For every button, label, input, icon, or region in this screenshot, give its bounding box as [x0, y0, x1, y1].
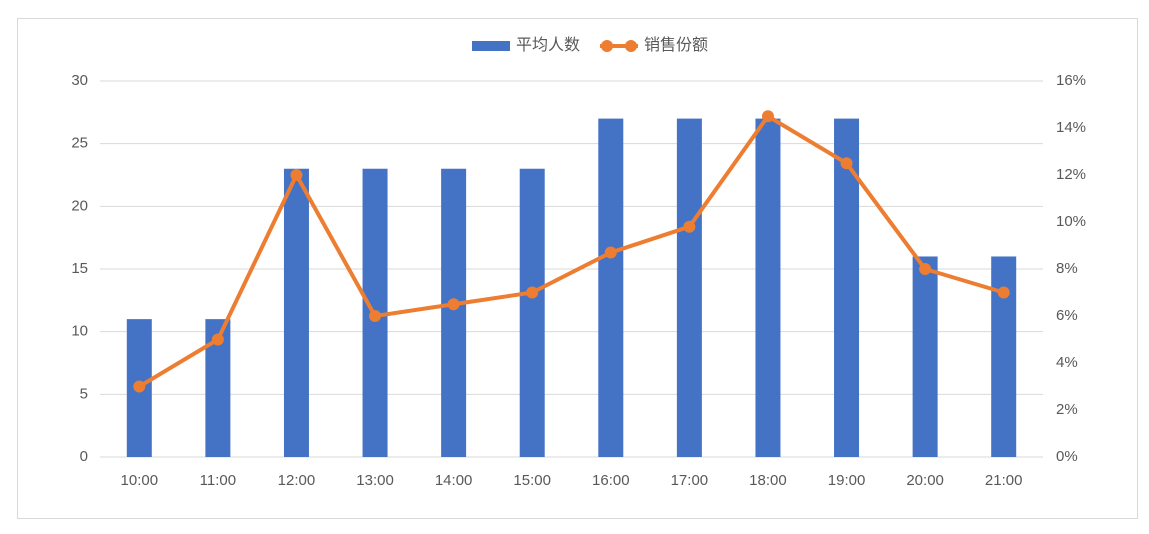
line-point	[447, 298, 460, 311]
line	[138, 114, 1005, 389]
x-tick-label: 15:00	[513, 472, 551, 489]
y2-tick-label: 0%	[1056, 448, 1078, 465]
bar	[519, 168, 545, 457]
x-tick-label: 11:00	[200, 472, 236, 489]
y-tick-label: 20	[71, 197, 88, 214]
x-tick-label: 12:00	[278, 472, 316, 489]
x-tick-label: 18:00	[749, 472, 787, 489]
x-tick-label: 17:00	[671, 472, 709, 489]
bar	[755, 118, 781, 457]
line-point	[683, 220, 696, 233]
bar	[834, 118, 860, 457]
x-tick-label: 14:00	[435, 472, 473, 489]
bar	[283, 168, 309, 457]
y2-tick-label: 10%	[1056, 213, 1086, 230]
y2-tick-label: 8%	[1056, 260, 1078, 277]
legend-swatch	[601, 40, 614, 52]
line-point	[604, 246, 617, 259]
bar	[598, 118, 624, 457]
x-tick-label: 16:00	[592, 472, 630, 489]
line-point	[526, 286, 539, 299]
y2-tick-label: 4%	[1056, 354, 1078, 371]
line-point	[761, 110, 774, 123]
y-tick-label: 5	[80, 385, 88, 402]
y-tick-label: 15	[71, 260, 88, 277]
legend-label: 平均人数	[516, 36, 580, 54]
y-tick-label: 10	[71, 323, 88, 340]
y2-tick-label: 16%	[1056, 72, 1086, 89]
y2-tick-label: 6%	[1056, 307, 1078, 324]
line-point	[919, 263, 932, 275]
x-tick-label: 21:00	[985, 472, 1023, 489]
y2-tick-label: 14%	[1056, 119, 1086, 136]
line-point	[840, 157, 853, 170]
legend-label: 销售份额	[644, 36, 708, 54]
bar	[441, 168, 467, 457]
x-tick-label: 20:00	[906, 472, 944, 489]
bar	[912, 256, 938, 457]
line-point	[211, 333, 224, 346]
legend-swatch	[625, 40, 638, 52]
line-point	[997, 286, 1010, 299]
y2-tick-label: 2%	[1056, 401, 1078, 418]
x-tick-label: 13:00	[356, 472, 394, 489]
bar	[676, 118, 702, 457]
legend-swatch	[472, 41, 510, 51]
y-tick-label: 30	[71, 72, 88, 89]
line-point	[133, 380, 146, 393]
x-tick-label: 10:00	[121, 472, 159, 489]
line-point	[369, 310, 382, 322]
y2-tick-label: 12%	[1056, 166, 1086, 183]
line-point	[290, 169, 303, 181]
y-tick-label: 0	[80, 448, 88, 465]
x-tick-label: 19:00	[828, 472, 866, 489]
y-tick-label: 25	[71, 135, 88, 152]
